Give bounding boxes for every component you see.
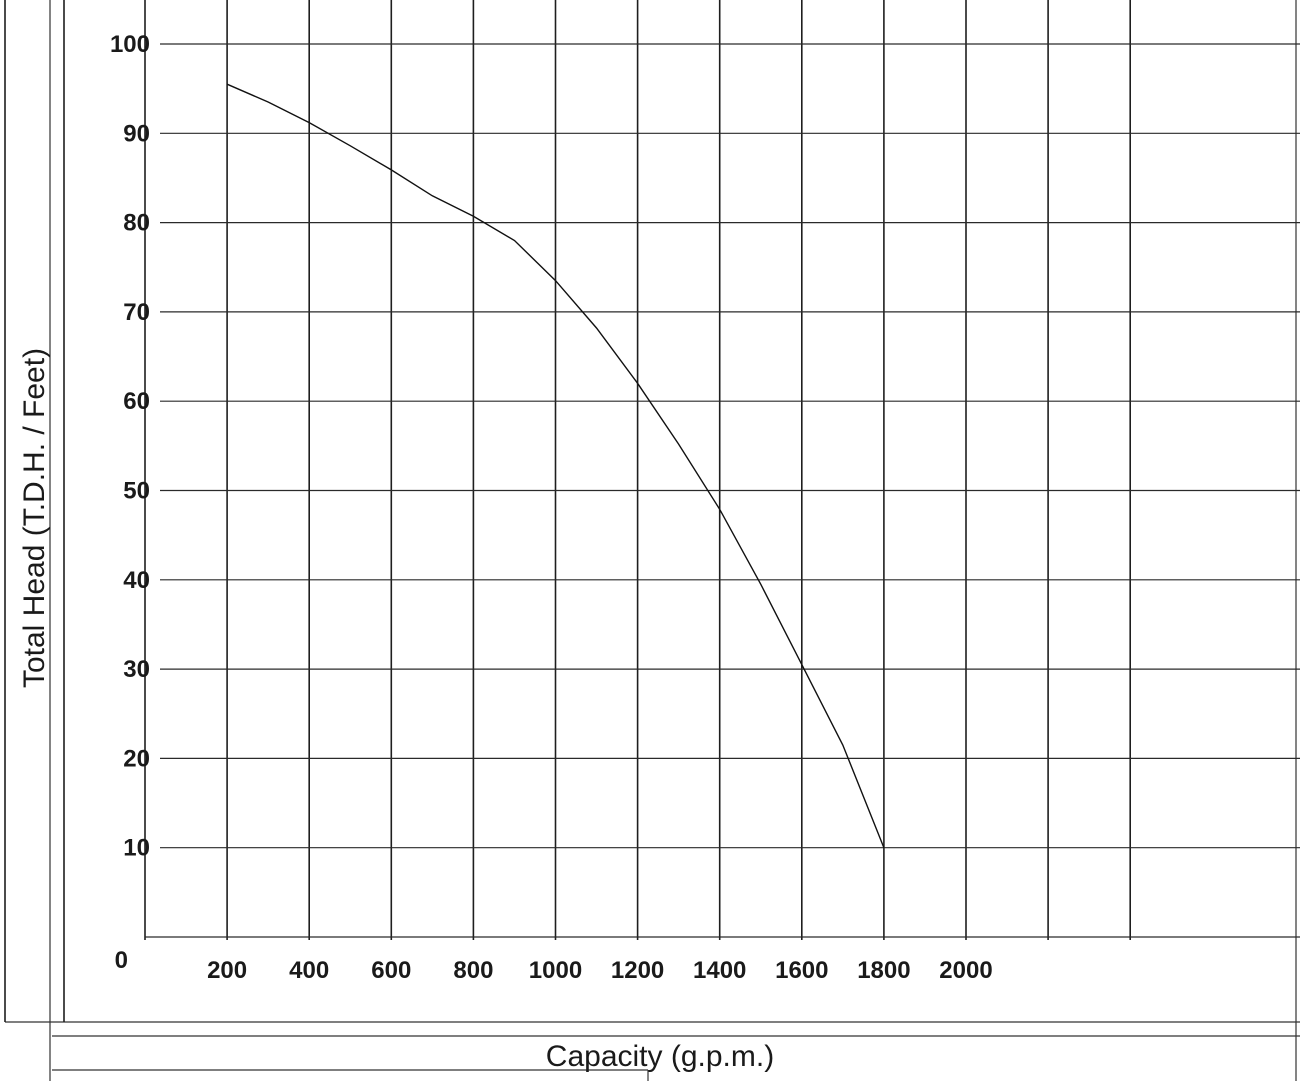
x-tick-label: 800	[453, 957, 493, 984]
y-tick-label: 40	[123, 567, 150, 594]
x-tick-label: 1800	[857, 957, 910, 984]
y-tick-label: 0	[115, 947, 128, 974]
y-axis-title: Total Head (T.D.H. / Feet)	[18, 348, 51, 688]
y-tick-label: 80	[123, 210, 150, 237]
x-tick-label: 400	[289, 957, 329, 984]
y-tick-label: 10	[123, 835, 150, 862]
vertical-gridlines	[4, 0, 1131, 1022]
horizontal-gridlines	[145, 43, 1300, 938]
y-tick-label: 20	[123, 745, 150, 772]
pump-curve-line	[226, 83, 885, 848]
x-tick-label: 1600	[775, 957, 828, 984]
x-tick-labels: 200 400 600 800 1000 1200 1400 1600 1800 2000	[207, 957, 993, 984]
x-tick-label: 1000	[529, 957, 582, 984]
y-tick-labels: 0 10 20 30 40 50 60 70 80 90 100	[110, 31, 150, 974]
x-tick-label: 2000	[939, 957, 992, 984]
x-tick-label: 200	[207, 957, 247, 984]
x-tick-label: 1200	[611, 957, 664, 984]
y-tick-label: 100	[110, 31, 150, 58]
x-tick-label: 600	[371, 957, 411, 984]
y-tick-label: 70	[123, 299, 150, 326]
y-tick-label: 60	[123, 388, 150, 415]
x-tick-label: 1400	[693, 957, 746, 984]
y-tick-label: 30	[123, 656, 150, 683]
y-tick-label: 90	[123, 120, 150, 147]
frame	[5, 0, 1300, 1081]
y-tick-label: 50	[123, 478, 150, 505]
x-axis-title: Capacity (g.p.m.)	[546, 1040, 774, 1073]
